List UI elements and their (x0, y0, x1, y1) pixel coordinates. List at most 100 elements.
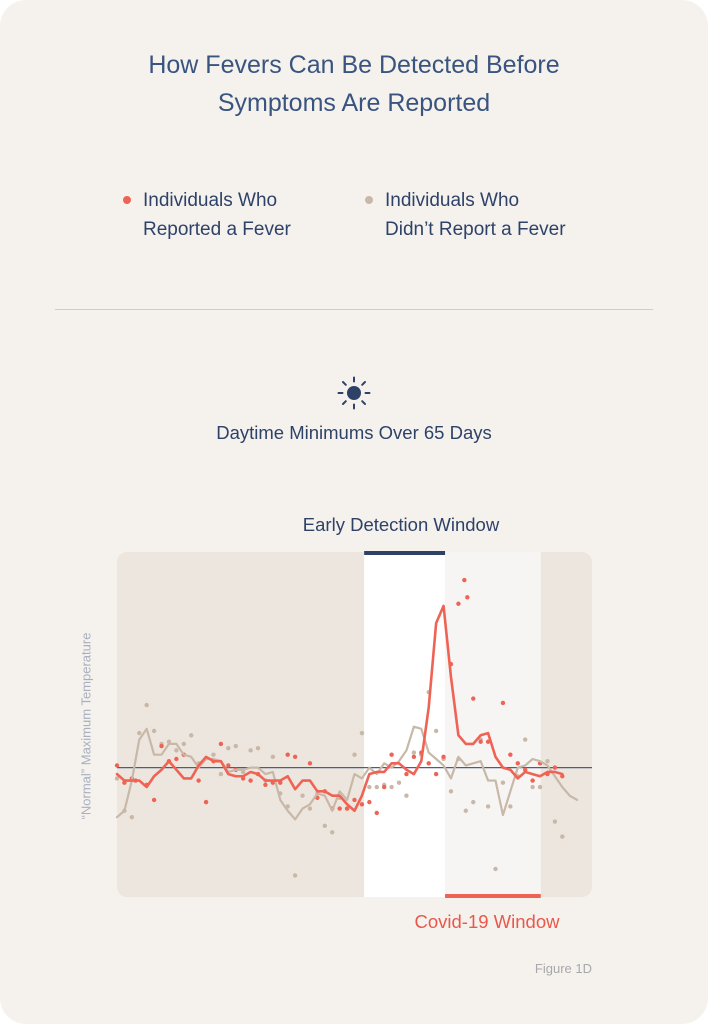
scatter-point-reported-fever (523, 767, 528, 772)
scatter-point-reported-fever (465, 595, 470, 600)
scatter-point-reported-fever (196, 778, 201, 783)
scatter-point-no-fever (433, 728, 439, 734)
legend-dot-no-fever (365, 196, 373, 204)
scatter-point-no-fever (330, 830, 335, 835)
scatter-point-no-fever (233, 743, 238, 749)
scatter-point-no-fever (359, 730, 365, 736)
scatter-point-no-fever (374, 784, 379, 790)
scatter-point-no-fever (300, 793, 305, 798)
scatter-point-reported-fever (478, 739, 483, 744)
scatter-point-reported-fever (462, 577, 467, 583)
figure-number: Figure 1D (534, 961, 592, 976)
scatter-point-reported-fever (151, 797, 157, 803)
scatter-point-no-fever (270, 754, 276, 760)
scatter-point-no-fever (181, 741, 186, 747)
scatter-point-no-fever (367, 784, 372, 790)
scatter-point-reported-fever (352, 797, 357, 803)
scatter-point-no-fever (255, 746, 261, 751)
scatter-point-no-fever (500, 780, 506, 785)
scatter-point-reported-fever (174, 756, 179, 762)
scatter-point-reported-fever (456, 601, 461, 606)
scatter-point-no-fever (218, 771, 224, 777)
scatter-point-no-fever (537, 784, 543, 790)
scatter-point-reported-fever (248, 778, 253, 783)
scatter-point-no-fever (508, 804, 513, 809)
scatter-point-reported-fever (508, 752, 513, 757)
scatter-point-reported-fever (367, 799, 372, 805)
scatter-point-reported-fever (226, 763, 231, 768)
scatter-point-no-fever (352, 752, 357, 757)
scatter-point-reported-fever (344, 806, 350, 811)
chart-title: How Fevers Can Be Detected Before Sympto… (60, 46, 648, 122)
scatter-point-reported-fever (374, 810, 379, 816)
scatter-point-no-fever (307, 806, 313, 811)
scatter-point-no-fever (463, 808, 469, 813)
scatter-point-no-fever (174, 748, 179, 753)
scatter-point-reported-fever (552, 765, 558, 770)
scatter-point-no-fever (389, 784, 394, 790)
scatter-point-reported-fever (404, 771, 409, 777)
scatter-point-no-fever (545, 758, 550, 764)
series-line-reported-fever (115, 604, 564, 813)
scatter-point-reported-fever (263, 782, 268, 788)
scatter-point-reported-fever (307, 761, 313, 766)
scatter-point-no-fever (560, 834, 565, 839)
legend-label-line-2: Didn’t Report a Fever (385, 219, 566, 240)
scatter-point-reported-fever (292, 754, 298, 760)
legend-label-line-1: Individuals Who (143, 190, 278, 211)
scatter-point-no-fever (226, 746, 231, 751)
scatter-point-reported-fever (426, 761, 431, 766)
scatter-point-reported-fever (515, 761, 520, 766)
legend-label-line-2: Reported a Fever (143, 219, 291, 240)
covid-window-label: Covid-19 Window (414, 911, 560, 932)
legend-item-reported-fever: Individuals Who Reported a Fever (123, 186, 291, 244)
early-detection-window-label: Early Detection Window (302, 514, 500, 535)
scatter-point-no-fever (448, 789, 454, 794)
scatter-point-reported-fever (114, 763, 120, 768)
section-divider (55, 309, 653, 310)
scatter-point-reported-fever (159, 743, 164, 749)
chart-title-line-1: How Fevers Can Be Detected Before (148, 51, 560, 79)
early-detection-window-band (364, 552, 446, 897)
scatter-point-no-fever (248, 748, 253, 753)
scatter-point-no-fever (211, 752, 216, 757)
legend-label-line-1: Individuals Who (385, 190, 520, 211)
scatter-point-no-fever (189, 733, 194, 738)
scatter-point-reported-fever (285, 752, 290, 757)
scatter-point-reported-fever (471, 696, 476, 701)
scatter-point-no-fever (292, 873, 298, 878)
scatter-point-reported-fever (337, 806, 342, 811)
scatter-point-no-fever (129, 815, 135, 820)
scatter-point-reported-fever (359, 802, 365, 807)
scatter-point-reported-fever (218, 741, 224, 747)
scatter-point-no-fever (493, 866, 498, 872)
scatter-point-no-fever (411, 750, 417, 755)
y-axis-label-text: “Normal” Maximum Temperature (78, 632, 94, 820)
early-detection-window-bar (364, 551, 446, 555)
series-line-no-fever (115, 725, 579, 821)
scatter-point-no-fever (396, 780, 402, 785)
scatter-point-reported-fever (411, 754, 417, 760)
legend-dot-reported-fever (123, 196, 131, 204)
scatter-point-no-fever (552, 819, 558, 824)
scatter-point-reported-fever (203, 799, 209, 805)
sun-icon (337, 376, 371, 410)
scatter-point-reported-fever (560, 774, 565, 779)
legend-item-no-fever: Individuals Who Didn’t Report a Fever (365, 186, 566, 244)
covid-window-band (445, 552, 541, 897)
scatter-point-reported-fever (500, 700, 506, 706)
scatter-point-no-fever (530, 784, 535, 790)
chart-title-line-2: Symptoms Are Reported (217, 89, 491, 117)
scatter-point-no-fever (404, 793, 409, 798)
scatter-point-reported-fever (433, 771, 439, 777)
scatter-point-no-fever (322, 823, 328, 829)
scatter-point-reported-fever (389, 752, 394, 757)
scatter-point-no-fever (471, 799, 476, 805)
scatter-point-reported-fever (441, 754, 446, 760)
scatter-point-no-fever (485, 804, 491, 809)
scatter-point-no-fever (144, 702, 149, 708)
scatter-point-no-fever (114, 776, 120, 781)
scatter-point-no-fever (523, 737, 528, 742)
